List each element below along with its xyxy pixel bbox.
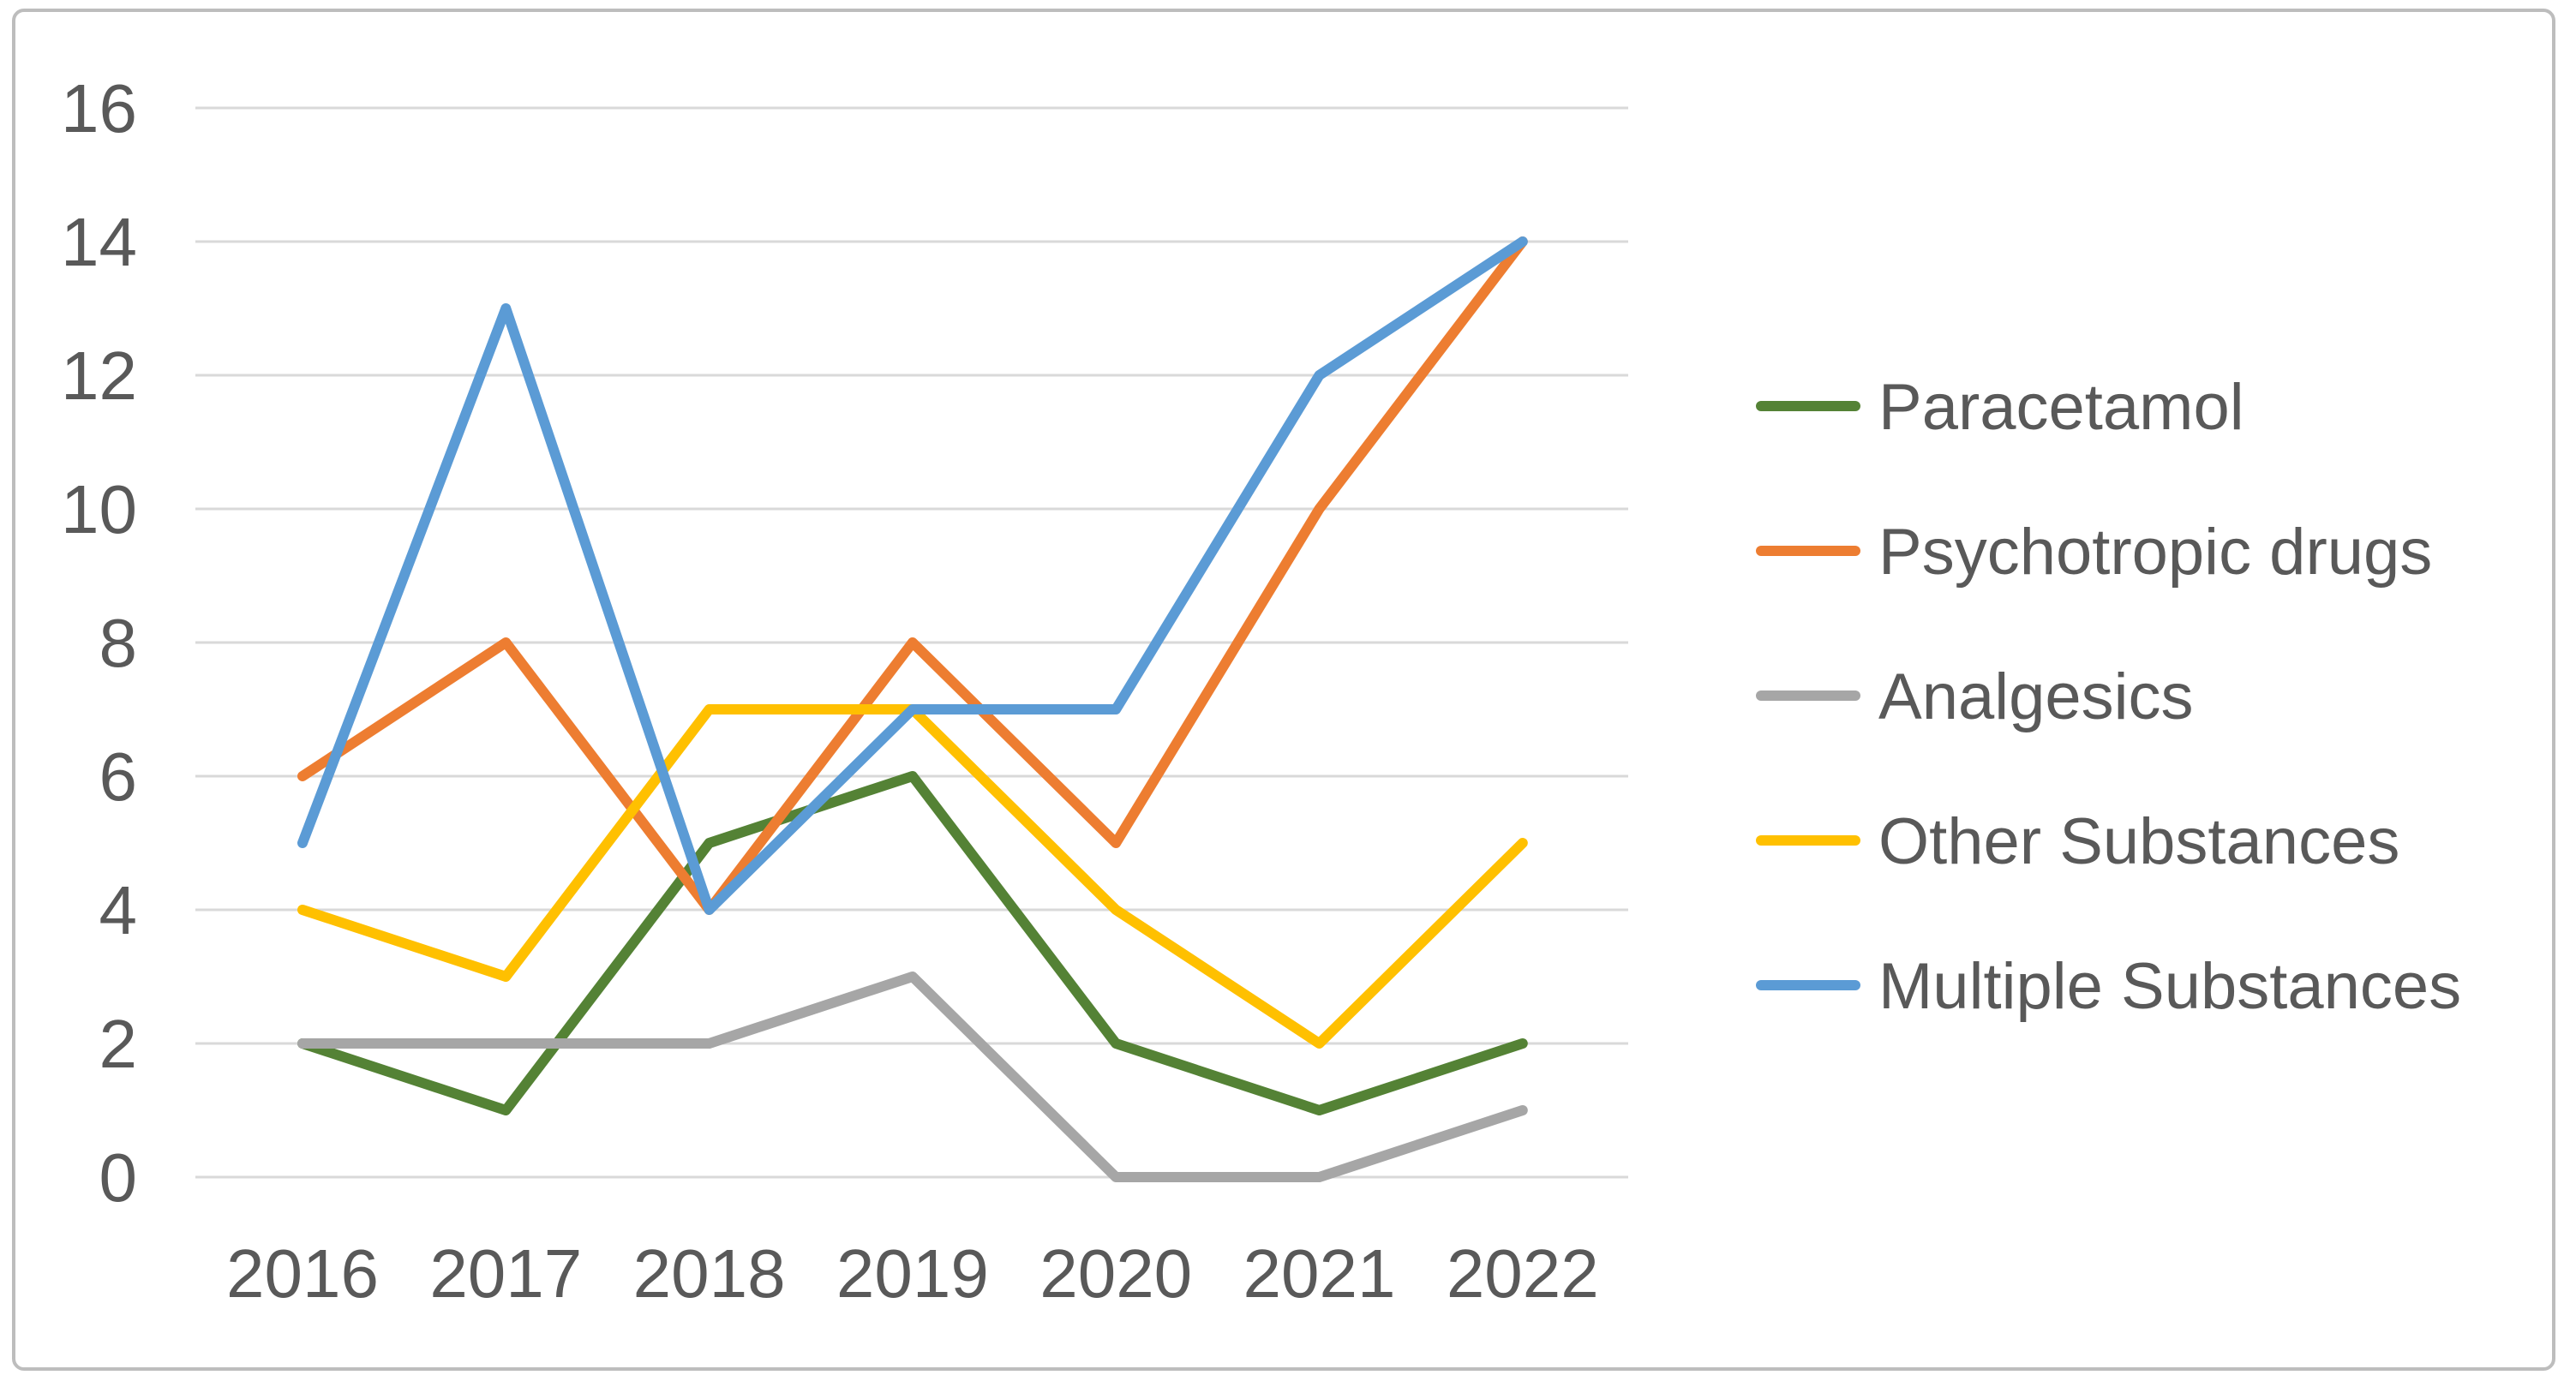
- y-axis-tick-label: 0: [99, 1139, 138, 1216]
- series-lines: [297, 236, 1528, 1182]
- y-axis-tick-label: 6: [99, 738, 138, 815]
- x-axis-tick-label: 2022: [1447, 1235, 1599, 1312]
- series-line-paracetamol: [297, 771, 1528, 1115]
- legend-item-paracetamol: Paracetamol: [1756, 371, 2244, 444]
- legend-item-other-substances: Other Substances: [1756, 805, 2399, 878]
- y-axis-tick-label: 8: [99, 605, 138, 681]
- y-axis-tick-label: 4: [99, 872, 138, 948]
- legend-label: Multiple Substances: [1878, 950, 2461, 1023]
- legend-label: Paracetamol: [1878, 371, 2244, 444]
- x-axis-tick-label: 2016: [226, 1235, 379, 1312]
- x-axis-tick-label: 2020: [1039, 1235, 1192, 1312]
- y-axis-tick-label: 14: [61, 204, 137, 280]
- legend-label: Psychotropic drugs: [1878, 516, 2432, 589]
- y-axis-tick-labels: 0 2 4 6 8 10 12 14 16: [61, 70, 137, 1216]
- y-axis-tick-label: 12: [61, 338, 137, 414]
- x-axis-tick-label: 2019: [836, 1235, 989, 1312]
- y-axis-tick-label: 10: [61, 471, 137, 547]
- x-axis-tick-label: 2018: [633, 1235, 786, 1312]
- y-axis-tick-label: 2: [99, 1006, 138, 1082]
- y-axis-tick-label: 16: [61, 70, 137, 146]
- legend-item-multiple-substances: Multiple Substances: [1756, 950, 2461, 1023]
- gridlines: [195, 106, 1628, 1179]
- legend-item-analgesics: Analgesics: [1756, 661, 2194, 733]
- x-axis-tick-label: 2021: [1243, 1235, 1396, 1312]
- legend: Paracetamol Psychotropic drugs Analgesics O…: [1756, 371, 2461, 1023]
- series-line-psychotropic-drugs: [297, 236, 1528, 915]
- x-axis-tick-labels: 2016 2017 2018 2019 2020 2021 2022: [226, 1235, 1599, 1312]
- series-line-analgesics: [297, 972, 1528, 1182]
- legend-label: Other Substances: [1878, 805, 2399, 878]
- chart-frame: [12, 9, 2555, 1371]
- series-line-multiple-substances: [297, 236, 1528, 915]
- x-axis-tick-label: 2017: [429, 1235, 582, 1312]
- legend-item-psychotropic-drugs: Psychotropic drugs: [1756, 516, 2432, 589]
- legend-label: Analgesics: [1878, 661, 2194, 733]
